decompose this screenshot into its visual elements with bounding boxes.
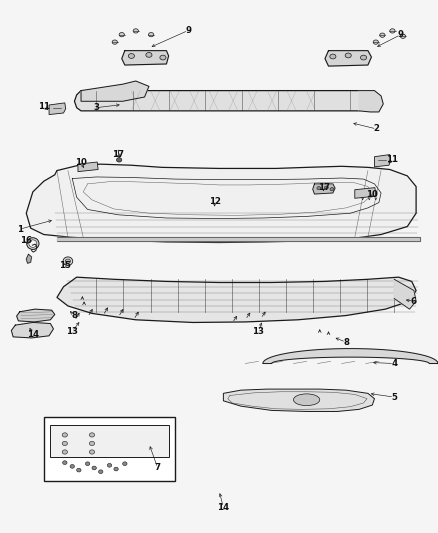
Ellipse shape	[293, 394, 320, 406]
Polygon shape	[26, 254, 32, 263]
Text: 3: 3	[93, 103, 99, 112]
Text: 9: 9	[398, 30, 404, 39]
Polygon shape	[11, 322, 53, 338]
Ellipse shape	[27, 238, 39, 249]
Ellipse shape	[324, 186, 328, 189]
Text: 10: 10	[366, 190, 378, 198]
Text: 17: 17	[318, 183, 330, 192]
Ellipse shape	[360, 55, 367, 60]
Text: 11: 11	[38, 102, 50, 111]
Ellipse shape	[62, 450, 67, 454]
Polygon shape	[359, 91, 383, 112]
Text: 15: 15	[59, 261, 71, 270]
Ellipse shape	[123, 462, 127, 466]
Text: 1: 1	[17, 225, 23, 233]
Ellipse shape	[63, 461, 67, 464]
Ellipse shape	[99, 470, 103, 473]
Ellipse shape	[89, 433, 95, 437]
Ellipse shape	[330, 54, 336, 59]
Ellipse shape	[112, 40, 117, 44]
Polygon shape	[57, 237, 420, 241]
Bar	[50, 425, 169, 457]
Polygon shape	[122, 51, 169, 65]
Text: 13: 13	[252, 327, 265, 336]
Polygon shape	[355, 188, 376, 198]
Ellipse shape	[85, 462, 90, 466]
Polygon shape	[49, 103, 66, 115]
Ellipse shape	[330, 188, 334, 191]
Ellipse shape	[119, 33, 124, 37]
Polygon shape	[394, 279, 416, 309]
Ellipse shape	[70, 464, 74, 468]
Ellipse shape	[63, 257, 73, 265]
Text: 7: 7	[155, 464, 161, 472]
Polygon shape	[17, 309, 55, 322]
Text: 12: 12	[208, 197, 221, 206]
Ellipse shape	[117, 158, 122, 162]
Ellipse shape	[400, 34, 406, 38]
Ellipse shape	[62, 441, 67, 446]
Text: 8: 8	[343, 338, 349, 346]
Text: 13: 13	[66, 327, 78, 336]
Text: 14: 14	[217, 503, 230, 512]
Text: 9: 9	[185, 26, 191, 35]
Ellipse shape	[373, 40, 378, 44]
Polygon shape	[57, 277, 416, 322]
Text: 6: 6	[411, 297, 417, 305]
Text: 16: 16	[20, 237, 32, 245]
Polygon shape	[78, 162, 98, 172]
Text: 8: 8	[71, 311, 78, 320]
Ellipse shape	[160, 55, 166, 60]
Ellipse shape	[77, 468, 81, 472]
Polygon shape	[223, 389, 374, 411]
Ellipse shape	[65, 259, 71, 263]
Ellipse shape	[107, 463, 112, 467]
Ellipse shape	[92, 466, 96, 470]
Ellipse shape	[146, 53, 152, 58]
Ellipse shape	[89, 450, 95, 454]
Ellipse shape	[380, 33, 385, 37]
Ellipse shape	[114, 467, 118, 471]
Text: 11: 11	[386, 156, 398, 164]
Ellipse shape	[390, 29, 395, 33]
Ellipse shape	[29, 240, 37, 247]
Ellipse shape	[89, 441, 95, 446]
Polygon shape	[81, 81, 149, 101]
Text: 17: 17	[112, 150, 124, 159]
Text: 5: 5	[391, 393, 397, 401]
Ellipse shape	[317, 187, 321, 190]
Polygon shape	[74, 91, 370, 111]
Polygon shape	[325, 51, 371, 66]
Ellipse shape	[128, 53, 134, 58]
Text: 10: 10	[75, 158, 87, 167]
Ellipse shape	[345, 53, 351, 58]
Ellipse shape	[62, 433, 67, 437]
Text: 2: 2	[374, 125, 380, 133]
Polygon shape	[313, 184, 335, 194]
Text: 14: 14	[27, 330, 39, 339]
Polygon shape	[374, 155, 391, 167]
Bar	[44, 417, 175, 481]
Ellipse shape	[148, 33, 154, 37]
Text: 4: 4	[391, 359, 397, 368]
Polygon shape	[26, 164, 416, 243]
Ellipse shape	[133, 29, 138, 33]
Polygon shape	[263, 349, 438, 364]
